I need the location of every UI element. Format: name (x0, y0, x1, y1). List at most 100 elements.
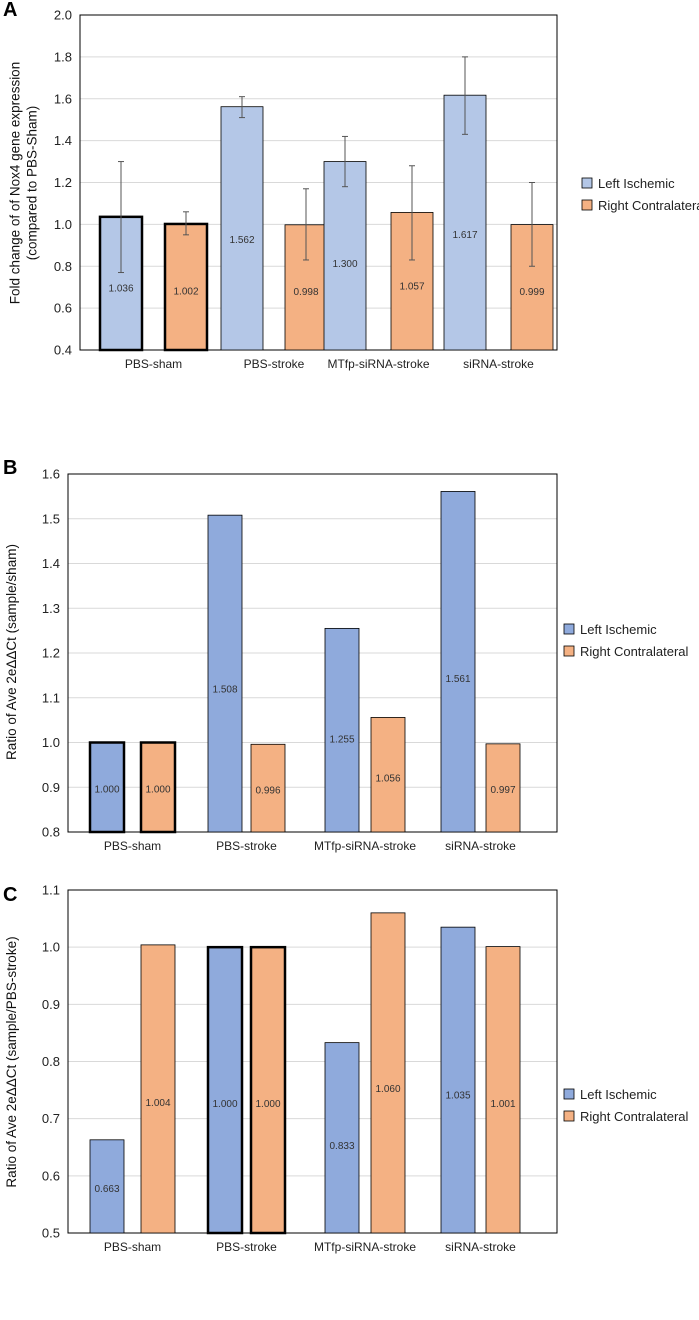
y-tick-label: 1.5 (42, 511, 60, 526)
x-category-label: PBS-stroke (216, 1240, 277, 1254)
x-category-label: PBS-sham (104, 839, 161, 853)
y-tick-label: 1.4 (54, 133, 72, 148)
y-tick-label: 0.4 (54, 343, 72, 358)
plot-frame (67, 473, 558, 833)
legend: Left Ischemic Right Contralateral (563, 622, 688, 659)
data-label: 0.663 (94, 1184, 119, 1195)
legend: Left Ischemic Right Contralateral (581, 176, 699, 213)
bar-left-ischemic (440, 926, 476, 1234)
legend-label: Right Contralateral (598, 198, 699, 213)
legend-label: Right Contralateral (580, 1109, 688, 1124)
legend: Left Ischemic Right Contralateral (563, 1087, 688, 1124)
data-label: 0.997 (490, 785, 515, 796)
data-label: 1.300 (332, 259, 357, 270)
x-category-label: PBS-stroke (216, 839, 277, 853)
y-tick-label: 0.7 (42, 1111, 60, 1126)
y-tick-label: 0.8 (42, 1054, 60, 1069)
bar-right-contralateral (370, 717, 406, 833)
bar-right-contralateral (139, 741, 177, 834)
bar-right-contralateral (249, 945, 287, 1235)
y-tick-label: 0.9 (42, 997, 60, 1012)
y-tick-label: 1.6 (54, 91, 72, 106)
legend-label: Left Ischemic (598, 176, 675, 191)
legend-swatch-right-contralateral (581, 199, 593, 211)
panel-b: B 0.8 0.9 1.0 1.1 1.2 1.3 1.4 1.5 1.6 1.000 1.000 PB… (3, 457, 688, 853)
bar-left-ischemic (324, 627, 360, 833)
data-label: 1.000 (145, 785, 170, 796)
y-tick-label: 0.6 (54, 301, 72, 316)
bar-left-ischemic (323, 161, 367, 351)
y-axis-label: Ratio of Ave 2eΔΔCt (sample/PBS-stroke) (4, 936, 19, 1187)
x-category-label: PBS-sham (104, 1240, 161, 1254)
bar-left-ischemic (206, 945, 244, 1235)
bar-right-contralateral (370, 912, 406, 1234)
y-axis-label: Fold change of of Nox4 gene expression (8, 62, 23, 304)
bar-left-ischemic (324, 1042, 360, 1234)
x-category-label: siRNA-stroke (445, 1240, 516, 1254)
data-label: 0.833 (329, 1141, 354, 1152)
data-label: 1.036 (108, 283, 133, 294)
data-label: 1.000 (255, 1099, 280, 1110)
legend-swatch-right-contralateral (563, 645, 575, 657)
bar-right-contralateral (140, 944, 176, 1234)
y-tick-label: 1.6 (42, 467, 60, 482)
y-tick-label: 1.3 (42, 601, 60, 616)
plot-frame (67, 889, 558, 1234)
bar-left-ischemic (88, 741, 126, 834)
data-label: 1.035 (445, 1090, 470, 1101)
y-tick-label: 1.2 (54, 175, 72, 190)
data-label: 1.255 (329, 734, 354, 745)
legend-swatch-left-ischemic (563, 1088, 575, 1100)
y-tick-label: 0.8 (42, 825, 60, 840)
panel-c: C 0.5 0.6 0.7 0.8 0.9 1.0 1.1 0.663 1.004 PBS-sham… (3, 883, 688, 1255)
bar-left-ischemic (207, 514, 243, 833)
y-tick-label: 1.4 (42, 556, 60, 571)
y-tick-label: 1.0 (42, 735, 60, 750)
bar-right-contralateral (485, 946, 521, 1234)
y-tick-label: 1.1 (42, 690, 60, 705)
bar-left-ischemic (89, 1139, 125, 1234)
data-label: 1.562 (229, 235, 254, 246)
data-label: 1.002 (173, 287, 198, 298)
legend-swatch-right-contralateral (563, 1110, 575, 1122)
x-category-label: MTfp-siRNA-stroke (327, 357, 429, 371)
panel-letter: B (3, 457, 17, 479)
y-tick-label: 0.5 (42, 1226, 60, 1241)
y-tick-label: 1.8 (54, 49, 72, 64)
y-tick-label: 1.1 (42, 883, 60, 898)
bar-left-ischemic (440, 491, 476, 833)
legend-label: Left Ischemic (580, 1087, 657, 1102)
bar-left-ischemic (443, 94, 487, 351)
legend-label: Right Contralateral (580, 644, 688, 659)
data-label: 0.998 (293, 287, 318, 298)
data-label: 0.996 (255, 785, 280, 796)
legend-swatch-left-ischemic (563, 623, 575, 635)
y-tick-label: 1.0 (54, 217, 72, 232)
data-label: 1.001 (490, 1099, 515, 1110)
legend-label: Left Ischemic (580, 622, 657, 637)
x-category-label: siRNA-stroke (445, 839, 516, 853)
data-label: 1.004 (145, 1098, 170, 1109)
data-label: 1.000 (212, 1099, 237, 1110)
y-tick-label: 1.2 (42, 646, 60, 661)
x-category-label: MTfp-siRNA-stroke (314, 839, 416, 853)
bar-right-contralateral (250, 743, 286, 833)
y-tick-label: 0.6 (42, 1168, 60, 1183)
data-label: 1.060 (375, 1084, 400, 1095)
y-tick-label: 2.0 (54, 8, 72, 23)
data-label: 1.508 (212, 685, 237, 696)
panel-a: A 0.4 0.6 0.8 1.0 1.2 1.4 1.6 1.8 2.0 1.036 1.002 PB… (3, 0, 699, 371)
legend-swatch-left-ischemic (581, 177, 593, 189)
y-tick-label: 0.9 (42, 780, 60, 795)
y-tick-label: 0.8 (54, 259, 72, 274)
y-axis-label: (compared to PBS-Sham) (25, 106, 40, 261)
data-label: 1.000 (94, 785, 119, 796)
x-category-label: siRNA-stroke (463, 357, 534, 371)
bar-left-ischemic (220, 106, 264, 351)
x-category-label: PBS-sham (125, 357, 182, 371)
y-tick-label: 1.0 (42, 940, 60, 955)
bar-right-contralateral (485, 743, 521, 833)
data-label: 0.999 (519, 287, 544, 298)
data-label: 1.056 (375, 774, 400, 785)
